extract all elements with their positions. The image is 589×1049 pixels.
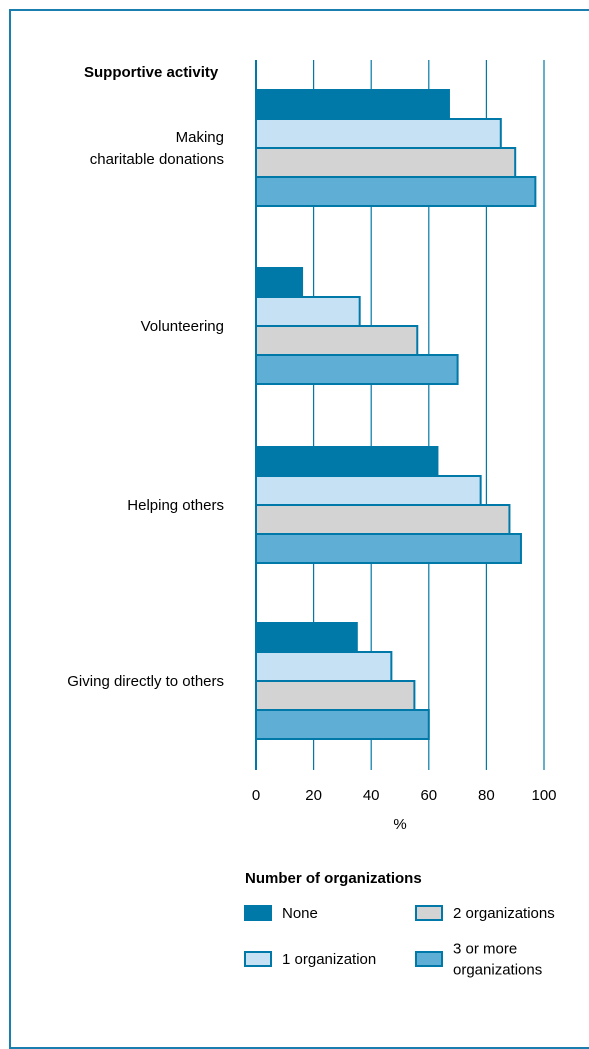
bar-3-1: [255, 354, 459, 385]
category-axis-title: Supportive activity: [84, 64, 219, 81]
bar-2-0: [255, 147, 517, 178]
bar-0-2: [255, 446, 439, 477]
category-label: Helping others: [127, 497, 224, 514]
legend-label: 1 organization: [282, 951, 376, 968]
bar-1-2: [255, 475, 482, 506]
bar-3-0: [255, 176, 537, 207]
bar-1-0: [255, 118, 502, 149]
x-tick-label: 80: [478, 787, 495, 804]
x-tick-label: 40: [363, 787, 380, 804]
x-tick-label: 0: [252, 787, 260, 804]
x-tick-label: 60: [420, 787, 437, 804]
bar-2-2: [255, 504, 511, 535]
category-label: Making: [176, 129, 224, 146]
bar-3-2: [255, 533, 522, 564]
category-label: charitable donations: [90, 151, 224, 168]
legend-swatch-1: [244, 951, 272, 967]
bar-0-1: [255, 267, 304, 298]
category-label: Volunteering: [141, 318, 224, 335]
legend-label: 2 organizations: [453, 905, 555, 922]
bar-1-3: [255, 651, 393, 682]
legend-label: 3 or more: [453, 941, 517, 958]
legend-swatch-0: [244, 905, 272, 921]
bar-2-3: [255, 680, 416, 711]
x-tick-label: 20: [305, 787, 322, 804]
bar-2-1: [255, 325, 419, 356]
legend-title: Number of organizations: [245, 870, 422, 887]
legend-label: None: [282, 905, 318, 922]
legend-swatch-3: [415, 951, 443, 967]
bar-0-3: [255, 622, 358, 653]
bar-0-0: [255, 89, 450, 120]
bar-3-3: [255, 709, 430, 740]
x-axis-label: %: [393, 816, 406, 833]
legend-swatch-2: [415, 905, 443, 921]
category-label: Giving directly to others: [67, 673, 224, 690]
bar-1-1: [255, 296, 361, 327]
bar-chart: Supportive activity Making charitable dona…: [67, 60, 557, 979]
x-tick-label: 100: [531, 787, 556, 804]
legend-label: organizations: [453, 962, 542, 979]
